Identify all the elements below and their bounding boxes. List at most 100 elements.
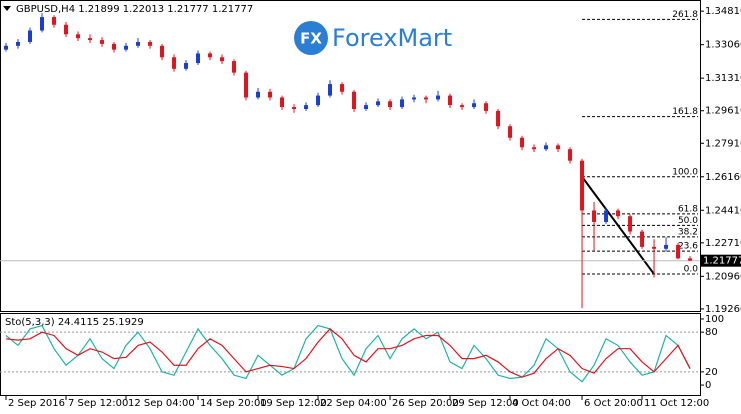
candle-body xyxy=(376,101,381,106)
fib-label: 0.0 xyxy=(684,265,699,275)
main-panel xyxy=(0,0,701,312)
x-tick-label: 12 Sep 04:00 xyxy=(128,398,195,409)
x-tick-label: 22 Sep 04:00 xyxy=(320,398,387,409)
candle-body xyxy=(448,95,453,106)
y-tick-label: 80 xyxy=(705,327,718,338)
y-tick-label: 1.26160 xyxy=(705,172,741,183)
fib-label: 61.8 xyxy=(678,204,698,214)
candle-body xyxy=(508,126,513,138)
candle-body xyxy=(76,34,81,39)
x-tick-label: 14 Sep 20:00 xyxy=(200,398,267,409)
candle-body xyxy=(100,40,105,44)
candle-body xyxy=(568,149,573,161)
current-price-box xyxy=(701,254,741,267)
candle-body xyxy=(220,57,225,62)
candle-body xyxy=(424,97,429,100)
y-tick-label: 1.27910 xyxy=(705,138,741,149)
x-tick-label: 29 Sep 12:00 xyxy=(452,398,519,409)
candle-body xyxy=(124,45,129,50)
candle-body xyxy=(256,91,261,98)
y-tick-label: 1.33060 xyxy=(705,40,741,51)
current-price-label: 1.21777 xyxy=(703,256,741,267)
candle-body xyxy=(364,105,369,109)
candle-body xyxy=(340,84,345,92)
candle-body xyxy=(628,216,633,232)
candle-body xyxy=(688,258,693,261)
candle-body xyxy=(484,103,489,111)
candle-body xyxy=(292,107,297,109)
candle-body xyxy=(520,137,525,148)
candle-body xyxy=(136,41,141,46)
candle-body xyxy=(544,145,549,150)
candle-body xyxy=(4,45,9,50)
candle-body xyxy=(40,17,45,31)
candle-body xyxy=(52,17,57,25)
candle-body xyxy=(172,57,177,69)
y-tick-label: 1.20960 xyxy=(705,271,741,282)
candle-body xyxy=(412,97,417,100)
y-tick-label: 1.22710 xyxy=(705,238,741,249)
candle-body xyxy=(460,105,465,108)
fib-label: 161.8 xyxy=(672,107,698,117)
stochastic-line xyxy=(5,328,691,378)
y-tick-label: 1.29610 xyxy=(705,106,741,117)
fib-label: 23.6 xyxy=(678,242,698,252)
candle-body xyxy=(160,45,165,58)
candle-body xyxy=(196,53,201,64)
stochastic-line xyxy=(5,324,691,383)
x-tick-label: 2 Sep 2016 xyxy=(8,398,65,409)
candle-body xyxy=(148,41,153,46)
candle-body xyxy=(328,84,333,96)
candle-body xyxy=(616,210,621,217)
x-tick-label: 19 Sep 12:00 xyxy=(260,398,327,409)
y-tick-label: 20 xyxy=(705,367,718,378)
fib-label: 38.2 xyxy=(678,227,698,237)
candle-body xyxy=(64,24,69,35)
candle-body xyxy=(28,30,33,42)
candle-body xyxy=(280,97,285,108)
candle-body xyxy=(400,99,405,108)
candle-body xyxy=(88,38,93,41)
candle-body xyxy=(388,101,393,108)
candle-body xyxy=(268,91,273,98)
candle-body xyxy=(592,210,597,222)
candle-body xyxy=(676,244,681,259)
candle-body xyxy=(532,147,537,150)
logo-icon: FX xyxy=(300,30,322,48)
logo-circle xyxy=(294,21,328,55)
fib-label: 100.0 xyxy=(672,167,698,177)
fib-label: 50.0 xyxy=(678,216,698,226)
chart-title: GBPUSD,H4 1.21899 1.22013 1.21777 1.2177… xyxy=(16,4,253,15)
candle-body xyxy=(232,61,237,73)
y-tick-label: 0 xyxy=(705,380,711,391)
candle-body xyxy=(16,41,21,46)
candle-body xyxy=(556,145,561,150)
fib-label: 261.8 xyxy=(672,10,698,20)
x-tick-label: 26 Sep 20:00 xyxy=(392,398,459,409)
candle-body xyxy=(664,244,669,249)
y-tick-label: 100 xyxy=(705,314,724,325)
fib-trendline xyxy=(581,176,655,275)
candle-body xyxy=(496,110,501,127)
y-tick-label: 1.31310 xyxy=(705,73,741,84)
candle-body xyxy=(580,160,585,211)
indicator-title: Sto(5,3,3) 24.4115 25.1929 xyxy=(5,317,144,328)
candle-body xyxy=(304,105,309,109)
candle-body xyxy=(472,103,477,108)
candle-body xyxy=(244,72,249,98)
y-tick-label: 1.24410 xyxy=(705,205,741,216)
candle-body xyxy=(436,95,441,100)
x-tick-label: 7 Sep 12:00 xyxy=(68,398,128,409)
candle-body xyxy=(316,95,321,106)
x-tick-label: 11 Oct 12:00 xyxy=(644,398,709,409)
y-tick-label: 1.34810 xyxy=(705,6,741,17)
menu-triangle[interactable] xyxy=(3,6,11,11)
x-tick-label: 4 Oct 04:00 xyxy=(512,398,571,409)
candle-body xyxy=(640,231,645,247)
y-tick-label: 1.19260 xyxy=(705,304,741,315)
candle-body xyxy=(352,91,357,109)
indicator-panel xyxy=(0,313,701,396)
candle-body xyxy=(184,63,189,69)
candle-body xyxy=(112,43,117,50)
